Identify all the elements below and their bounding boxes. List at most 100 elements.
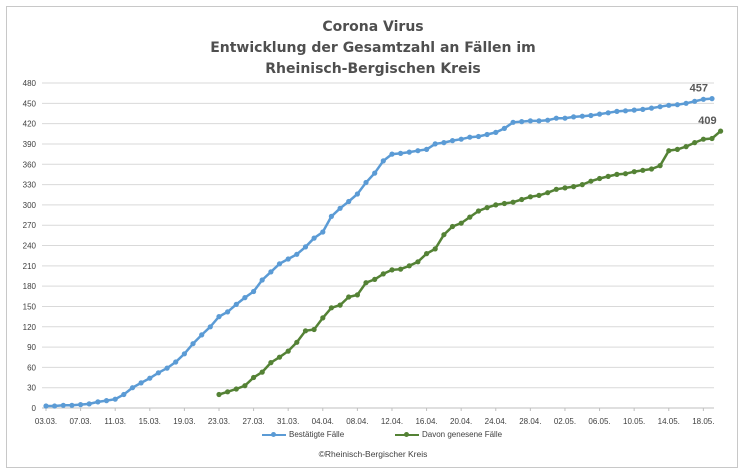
data-point [597, 175, 603, 182]
data-point [302, 328, 309, 334]
y-tick-label: 390 [23, 140, 37, 149]
x-tick-label: 23.03. [208, 417, 230, 426]
y-tick-label: 420 [23, 120, 37, 129]
y-tick-label: 30 [27, 384, 36, 393]
data-point [398, 266, 404, 272]
y-tick-label: 450 [23, 99, 37, 108]
data-point [294, 251, 300, 257]
data-point [294, 339, 300, 345]
x-tick-label: 18.05. [692, 417, 714, 426]
data-point [588, 178, 594, 184]
y-tick-label: 360 [23, 160, 37, 169]
data-point [666, 102, 672, 108]
data-point [415, 148, 421, 154]
data-point [562, 185, 568, 191]
data-point [155, 370, 161, 376]
data-point [475, 133, 482, 140]
data-point [138, 380, 144, 386]
data-label-end: 409 [698, 115, 716, 127]
data-point [389, 267, 395, 273]
data-point [285, 348, 291, 354]
data-point [631, 107, 637, 113]
data-point [579, 113, 585, 119]
y-tick-label: 0 [32, 404, 37, 413]
data-point [622, 108, 629, 114]
data-point [501, 125, 507, 131]
y-tick-label: 480 [23, 79, 37, 88]
data-point [164, 365, 170, 371]
data-point [328, 305, 334, 311]
data-point [640, 167, 646, 173]
data-point [346, 294, 352, 300]
data-point [493, 129, 499, 135]
data-point [60, 402, 66, 408]
data-point [216, 391, 222, 398]
data-point [311, 235, 317, 241]
data-point [666, 148, 672, 154]
data-point [363, 179, 369, 186]
data-point [251, 288, 257, 295]
data-point [328, 213, 334, 219]
data-point [553, 186, 559, 192]
data-point [484, 131, 490, 138]
y-tick-label: 330 [23, 181, 37, 190]
data-point [372, 170, 378, 176]
data-point [501, 200, 507, 207]
data-point [320, 315, 326, 321]
data-point [683, 100, 689, 106]
data-point [276, 354, 283, 360]
x-tick-label: 28.04. [519, 417, 541, 426]
legend-swatch-recovered [395, 431, 419, 437]
data-point [493, 202, 499, 208]
chart-title-line-2: Entwicklung der Gesamtzahl an Fällen im [210, 40, 536, 56]
legend-item-recovered: Davon genesene Fälle [395, 430, 502, 439]
data-point [78, 402, 84, 408]
data-point [458, 220, 464, 226]
x-tick-label: 24.04. [485, 417, 507, 426]
data-point [52, 403, 58, 409]
data-point [233, 301, 239, 307]
copyright-note: ©Rheinisch-Bergischer Kreis [318, 449, 428, 459]
y-tick-label: 90 [27, 343, 36, 352]
data-point [441, 140, 447, 146]
data-point [709, 135, 715, 142]
data-point [545, 190, 551, 196]
data-point [251, 374, 257, 381]
x-tick-label: 16.04. [415, 417, 437, 426]
data-point [112, 396, 118, 402]
data-point [86, 401, 92, 407]
data-point [718, 128, 724, 134]
x-tick-label: 31.03. [277, 417, 299, 426]
data-point [510, 119, 516, 125]
data-point [424, 146, 430, 152]
data-point [380, 271, 386, 277]
data-point [597, 111, 603, 117]
data-point [631, 169, 637, 175]
data-point [700, 96, 707, 102]
data-point [268, 360, 274, 366]
data-point [207, 324, 213, 330]
data-point [69, 402, 75, 408]
legend-swatch-confirmed [262, 431, 286, 437]
data-point [536, 192, 542, 198]
legend-label-recovered: Davon genesene Fälle [422, 430, 503, 439]
data-point [380, 158, 386, 164]
data-point [311, 326, 317, 333]
data-point [225, 389, 231, 395]
data-point [424, 251, 430, 257]
x-tick-label: 11.03. [104, 417, 126, 426]
data-point [95, 399, 101, 405]
data-point [510, 199, 516, 205]
data-point [43, 403, 49, 409]
data-point [657, 104, 663, 110]
data-point [692, 98, 698, 104]
data-point [242, 383, 248, 389]
data-point [605, 173, 611, 179]
data-point [562, 115, 568, 121]
data-point [458, 136, 464, 142]
data-point [709, 96, 715, 102]
data-point [173, 359, 179, 365]
data-point [519, 119, 525, 125]
y-tick-label: 180 [23, 282, 37, 291]
data-point [614, 108, 620, 114]
